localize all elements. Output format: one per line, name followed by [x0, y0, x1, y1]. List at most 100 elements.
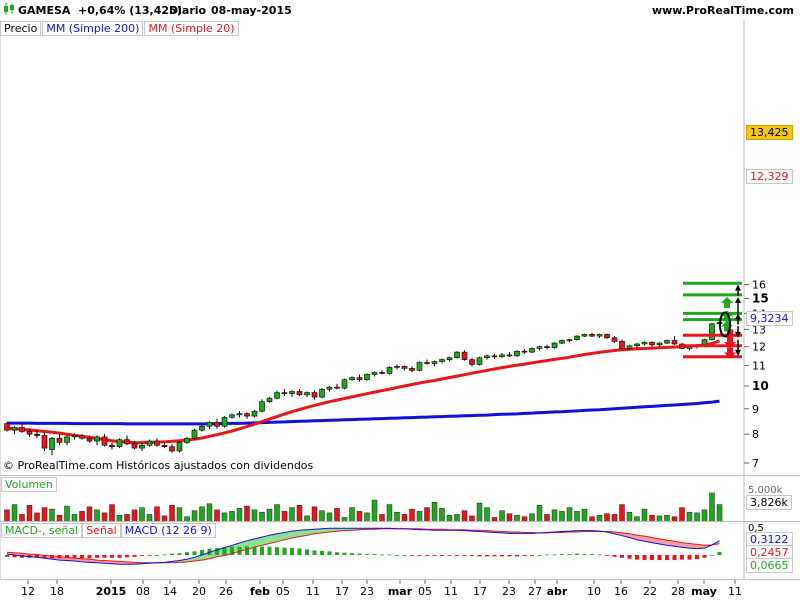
candle-body: [530, 348, 535, 352]
macd-histogram-bar: [470, 555, 474, 556]
date-label: 08-may-2015: [211, 4, 292, 17]
candle-body: [260, 402, 265, 411]
macd-histogram-bar: [335, 552, 339, 555]
macd-legend-signal[interactable]: Señal: [82, 523, 121, 538]
volume-pane[interactable]: Volumen 5.000k 3,826k: [0, 475, 800, 522]
candle-body: [320, 389, 325, 397]
volume-bar: [350, 508, 355, 522]
candle-body: [245, 414, 250, 416]
price-tick-label: 16: [752, 279, 766, 292]
volume-bar: [432, 502, 437, 522]
x-tick-label: 27: [528, 585, 542, 598]
x-tick-label: 22: [643, 585, 657, 598]
macd-histogram-bar: [320, 551, 324, 555]
candle-body: [42, 436, 47, 449]
macd-histogram-bar: [290, 548, 294, 555]
candle-body: [477, 358, 482, 365]
candle-body: [327, 387, 332, 389]
x-tick-label: 05: [418, 585, 432, 598]
x-tick-label: 08: [136, 585, 150, 598]
site-url[interactable]: www.ProRealTime.com: [652, 4, 794, 17]
x-tick-label: 05: [276, 585, 290, 598]
macd-histogram-bar: [673, 555, 677, 560]
x-tick-label: 18: [50, 585, 64, 598]
last-price-tag: 13,425: [746, 125, 793, 140]
macd-histogram-bar: [358, 554, 362, 555]
price-change: +0,64% (13,425): [78, 4, 182, 17]
watermark: © ProRealTime.com Históricos ajustados c…: [3, 459, 313, 472]
macd-histogram-bar: [695, 555, 699, 559]
volume-bar: [290, 508, 295, 522]
candle-body: [432, 362, 437, 364]
price-chart[interactable]: 78910111213141516: [0, 20, 800, 475]
macd-histogram-bar: [703, 555, 707, 558]
macd-histogram-bar: [718, 552, 722, 555]
price-tick-label: 15: [752, 291, 769, 305]
macd-histogram-bar: [80, 555, 84, 558]
candle-body: [425, 363, 430, 364]
candle-body: [132, 444, 137, 448]
candle-body: [110, 445, 115, 446]
candle-body: [402, 366, 407, 368]
volume-label[interactable]: Volumen: [1, 477, 57, 492]
candle-body: [537, 347, 542, 349]
ma20-tag: 12,329: [746, 169, 793, 184]
candle-body: [380, 372, 385, 373]
candle-body: [170, 447, 175, 451]
period-label: Diario: [169, 4, 206, 17]
price-pane[interactable]: 78910111213141516 © ProRealTime.com Hist…: [0, 20, 800, 475]
x-tick-label: 11: [728, 585, 742, 598]
candle-body: [485, 356, 490, 358]
candle-body: [710, 324, 715, 340]
x-tick-label: 17: [473, 585, 487, 598]
candle-body: [462, 352, 467, 360]
up-arrow-head: [735, 297, 741, 303]
x-tick-label: 23: [360, 585, 374, 598]
macd-histogram-bar: [170, 554, 174, 555]
volume-bar: [312, 507, 317, 522]
macd-histogram-bar: [380, 555, 384, 556]
candle-body: [12, 428, 17, 431]
candle-body: [350, 378, 355, 380]
candle-body: [5, 424, 10, 431]
macd-histogram-bar: [313, 550, 317, 555]
candle-body: [102, 437, 107, 445]
price-tick-label: 10: [752, 379, 769, 393]
candlestick-chart-icon: [3, 3, 15, 15]
macd-histogram-bar: [545, 555, 549, 556]
candle-body: [500, 355, 505, 357]
volume-bar: [110, 505, 115, 522]
price-tick-label: 9: [752, 403, 759, 416]
volume-bar: [87, 507, 92, 522]
macd-histogram-bar: [283, 548, 287, 555]
macd-histogram-bar: [500, 555, 504, 556]
macd-histogram-bar: [275, 547, 279, 555]
macd-legend-histogram[interactable]: MACD-, señal: [1, 523, 82, 538]
candle-body: [140, 445, 145, 448]
macd-histogram-bar: [575, 554, 579, 555]
candle-body: [365, 374, 370, 379]
candle-body: [567, 340, 572, 341]
macd-histogram-bar: [643, 555, 647, 560]
candle-body: [95, 437, 100, 441]
candle-body: [440, 360, 445, 362]
candle-body: [372, 372, 377, 374]
macd-histogram-bar: [710, 555, 714, 556]
candle-body: [267, 398, 272, 401]
macd-histogram-bar: [268, 547, 272, 555]
price-tick-label: 7: [752, 457, 759, 470]
candle-body: [635, 344, 640, 346]
volume-chart[interactable]: [0, 476, 800, 522]
volume-bar: [620, 505, 625, 522]
macd-histogram-bar: [298, 549, 302, 555]
macd-histogram-bar: [680, 555, 684, 560]
candle-body: [27, 431, 32, 434]
macd-histogram-bar: [508, 555, 512, 556]
candle-body: [305, 393, 310, 395]
volume-bar: [335, 508, 340, 522]
candle-body: [50, 438, 55, 449]
candle-body: [147, 441, 152, 445]
candle-body: [297, 391, 302, 394]
macd-legend-macd[interactable]: MACD (12 26 9): [121, 523, 216, 538]
